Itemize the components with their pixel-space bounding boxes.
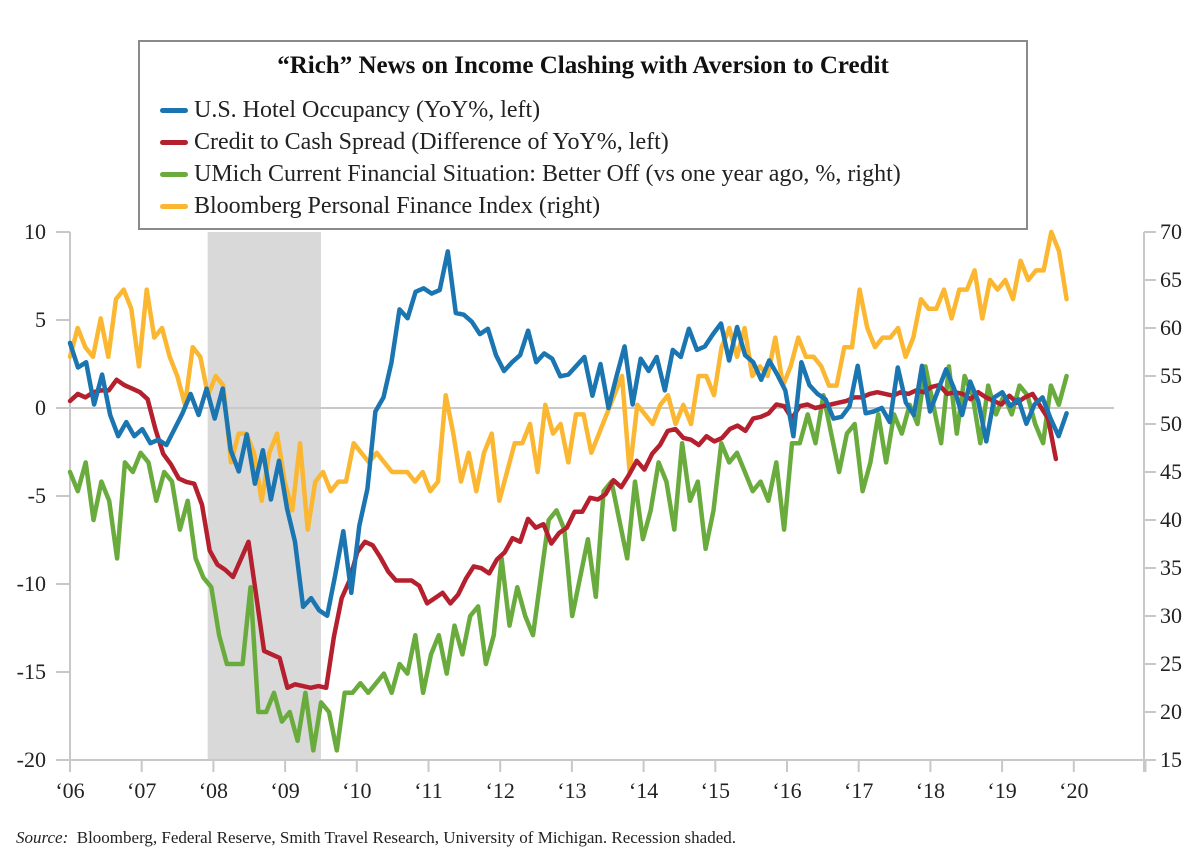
- x-tick-label: ‘19: [987, 778, 1016, 803]
- x-tick-label: ‘10: [342, 778, 371, 803]
- legend-swatch-hotel-occupancy: [160, 108, 188, 113]
- left-tick-label: 10: [24, 219, 46, 244]
- legend-label: U.S. Hotel Occupancy (YoY%, left): [194, 97, 541, 123]
- right-tick-label: 20: [1160, 699, 1182, 724]
- x-tick-label: ‘16: [772, 778, 801, 803]
- left-tick-label: 0: [35, 395, 46, 420]
- series-hotel-occupancy: [67, 249, 1069, 618]
- x-tick-label: ‘09: [270, 778, 299, 803]
- right-tick-label: 55: [1160, 363, 1182, 388]
- right-tick-label: 60: [1160, 315, 1182, 340]
- left-tick-label: 5: [35, 307, 46, 332]
- legend-swatch-credit-cash-spread: [160, 140, 188, 145]
- right-tick-label: 35: [1160, 555, 1182, 580]
- source-note: Source: Bloomberg, Federal Reserve, Smit…: [16, 828, 736, 848]
- legend-item-bloomberg-pfi: Bloomberg Personal Finance Index (right): [160, 193, 600, 220]
- chart-title: “Rich” News on Income Clashing with Aver…: [277, 52, 889, 79]
- x-tick-label: ‘12: [486, 778, 515, 803]
- legend-swatch-bloomberg-pfi: [160, 204, 188, 209]
- right-tick-label: 50: [1160, 411, 1182, 436]
- right-tick-label: 45: [1160, 459, 1182, 484]
- source-text: Bloomberg, Federal Reserve, Smith Travel…: [76, 828, 737, 847]
- legend-label: UMich Current Financial Situation: Bette…: [194, 161, 901, 187]
- right-tick-label: 40: [1160, 507, 1182, 532]
- legend-item-umich-better-off: UMich Current Financial Situation: Bette…: [160, 161, 901, 188]
- x-tick-label: ‘06: [55, 778, 84, 803]
- legend-swatch-umich-better-off: [160, 172, 188, 177]
- x-tick-label: ‘11: [414, 778, 443, 803]
- left-tick-label: -5: [28, 483, 46, 508]
- right-tick-label: 65: [1160, 267, 1182, 292]
- x-tick-label: ‘17: [844, 778, 873, 803]
- right-tick-label: 15: [1160, 747, 1182, 772]
- right-tick-label: 30: [1160, 603, 1182, 628]
- legend-item-credit-cash-spread: Credit to Cash Spread (Difference of YoY…: [160, 129, 669, 156]
- source-prefix: Source:: [16, 828, 69, 847]
- x-tick-label: ‘14: [629, 778, 658, 803]
- series-bloomberg-pfi: [67, 229, 1069, 532]
- x-tick-label: ‘20: [1059, 778, 1088, 803]
- series-umich-better-off: [67, 364, 1069, 753]
- left-tick-label: -10: [17, 571, 46, 596]
- legend-label: Credit to Cash Spread (Difference of YoY…: [194, 129, 669, 155]
- right-tick-label: 25: [1160, 651, 1182, 676]
- x-tick-label: ‘18: [916, 778, 945, 803]
- left-tick-label: -20: [17, 747, 46, 772]
- x-tick-label: ‘13: [557, 778, 586, 803]
- x-tick-label: ‘07: [127, 778, 156, 803]
- legend: “Rich” News on Income Clashing with Aver…: [138, 40, 1028, 230]
- legend-label: Bloomberg Personal Finance Index (right): [194, 193, 601, 219]
- x-tick-label: ‘15: [701, 778, 730, 803]
- right-tick-label: 70: [1160, 219, 1182, 244]
- left-tick-label: -15: [17, 659, 46, 684]
- legend-item-hotel-occupancy: U.S. Hotel Occupancy (YoY%, left): [160, 97, 540, 124]
- x-tick-label: ‘08: [199, 778, 228, 803]
